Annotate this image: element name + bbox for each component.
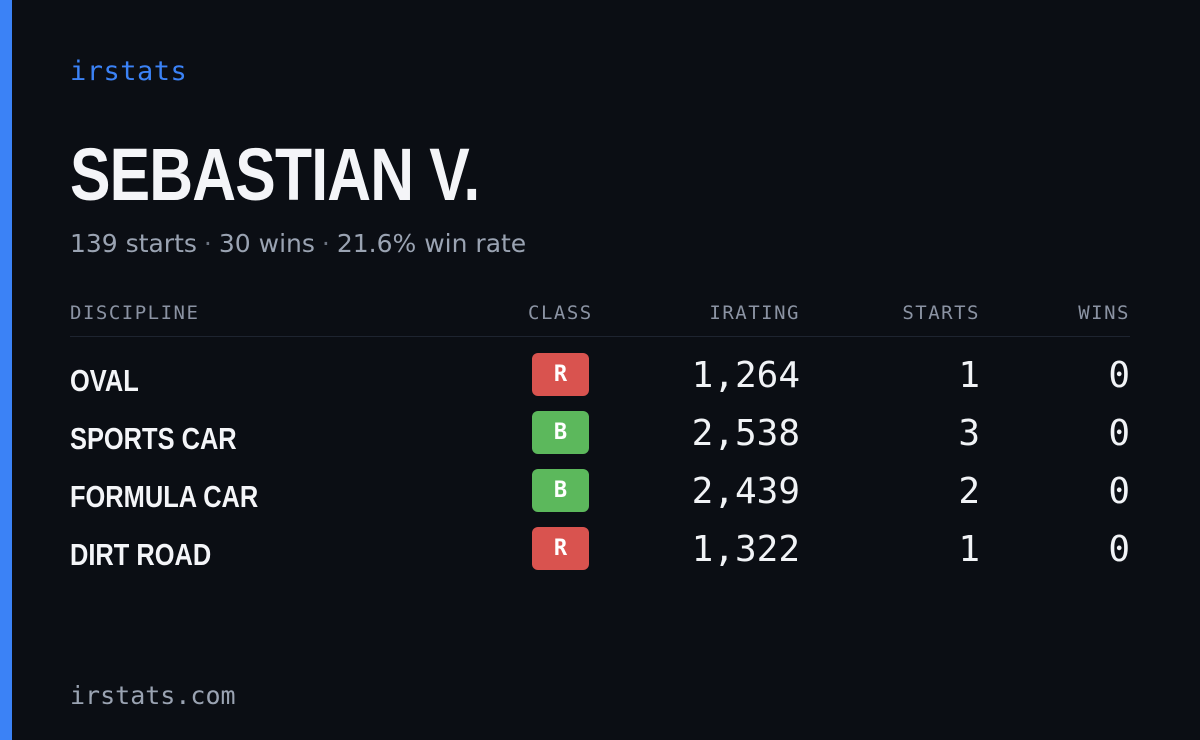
summary-separator: · <box>203 229 212 258</box>
header-irating: IRATING <box>709 302 800 324</box>
summary-starts: 139 starts <box>70 229 197 258</box>
irating-value: 1,322 <box>691 529 800 570</box>
footer-url: irstats.com <box>70 681 236 710</box>
irating-value: 2,538 <box>691 413 800 454</box>
starts-value: 3 <box>958 413 980 454</box>
wins-value: 0 <box>1108 529 1130 570</box>
wins-value: 0 <box>1108 471 1130 512</box>
brand-logo-text: irstats <box>70 56 188 87</box>
wins-value: 0 <box>1108 413 1130 454</box>
class-badge: R <box>532 353 589 396</box>
summary-win-rate: 21.6% win rate <box>336 229 527 258</box>
starts-value: 2 <box>958 471 980 512</box>
summary-separator: · <box>321 229 330 258</box>
table-row: SPORTS CAR B 2,538 3 0 <box>70 411 1130 469</box>
table-row: OVAL R 1,264 1 0 <box>70 353 1130 411</box>
class-badge: R <box>532 527 589 570</box>
table-body: OVAL R 1,264 1 0 SPORTS CAR B 2,538 3 0 … <box>70 353 1130 585</box>
starts-value: 1 <box>958 355 980 396</box>
wins-value: 0 <box>1108 355 1130 396</box>
class-badge: B <box>532 469 589 512</box>
accent-bar <box>0 0 12 740</box>
summary-wins: 30 wins <box>218 229 315 258</box>
discipline-stats-table: DISCIPLINE CLASS IRATING STARTS WINS OVA… <box>70 298 1130 585</box>
header-discipline: DISCIPLINE <box>70 302 200 324</box>
table-header: DISCIPLINE CLASS IRATING STARTS WINS <box>70 298 1130 337</box>
discipline-name: FORMULA CAR <box>70 479 259 514</box>
class-badge: B <box>532 411 589 454</box>
header-starts: STARTS <box>902 302 980 324</box>
header-class: CLASS <box>528 302 593 324</box>
driver-name: SEBASTIAN V. <box>70 133 480 216</box>
discipline-name: OVAL <box>70 363 139 398</box>
discipline-name: SPORTS CAR <box>70 421 237 456</box>
discipline-name: DIRT ROAD <box>70 537 212 572</box>
table-row: FORMULA CAR B 2,439 2 0 <box>70 469 1130 527</box>
irating-value: 2,439 <box>691 471 800 512</box>
table-row: DIRT ROAD R 1,322 1 0 <box>70 527 1130 585</box>
starts-value: 1 <box>958 529 980 570</box>
driver-summary: 139 starts · 30 wins · 21.6% win rate <box>70 229 526 258</box>
header-wins: WINS <box>1078 302 1130 324</box>
irating-value: 1,264 <box>691 355 800 396</box>
